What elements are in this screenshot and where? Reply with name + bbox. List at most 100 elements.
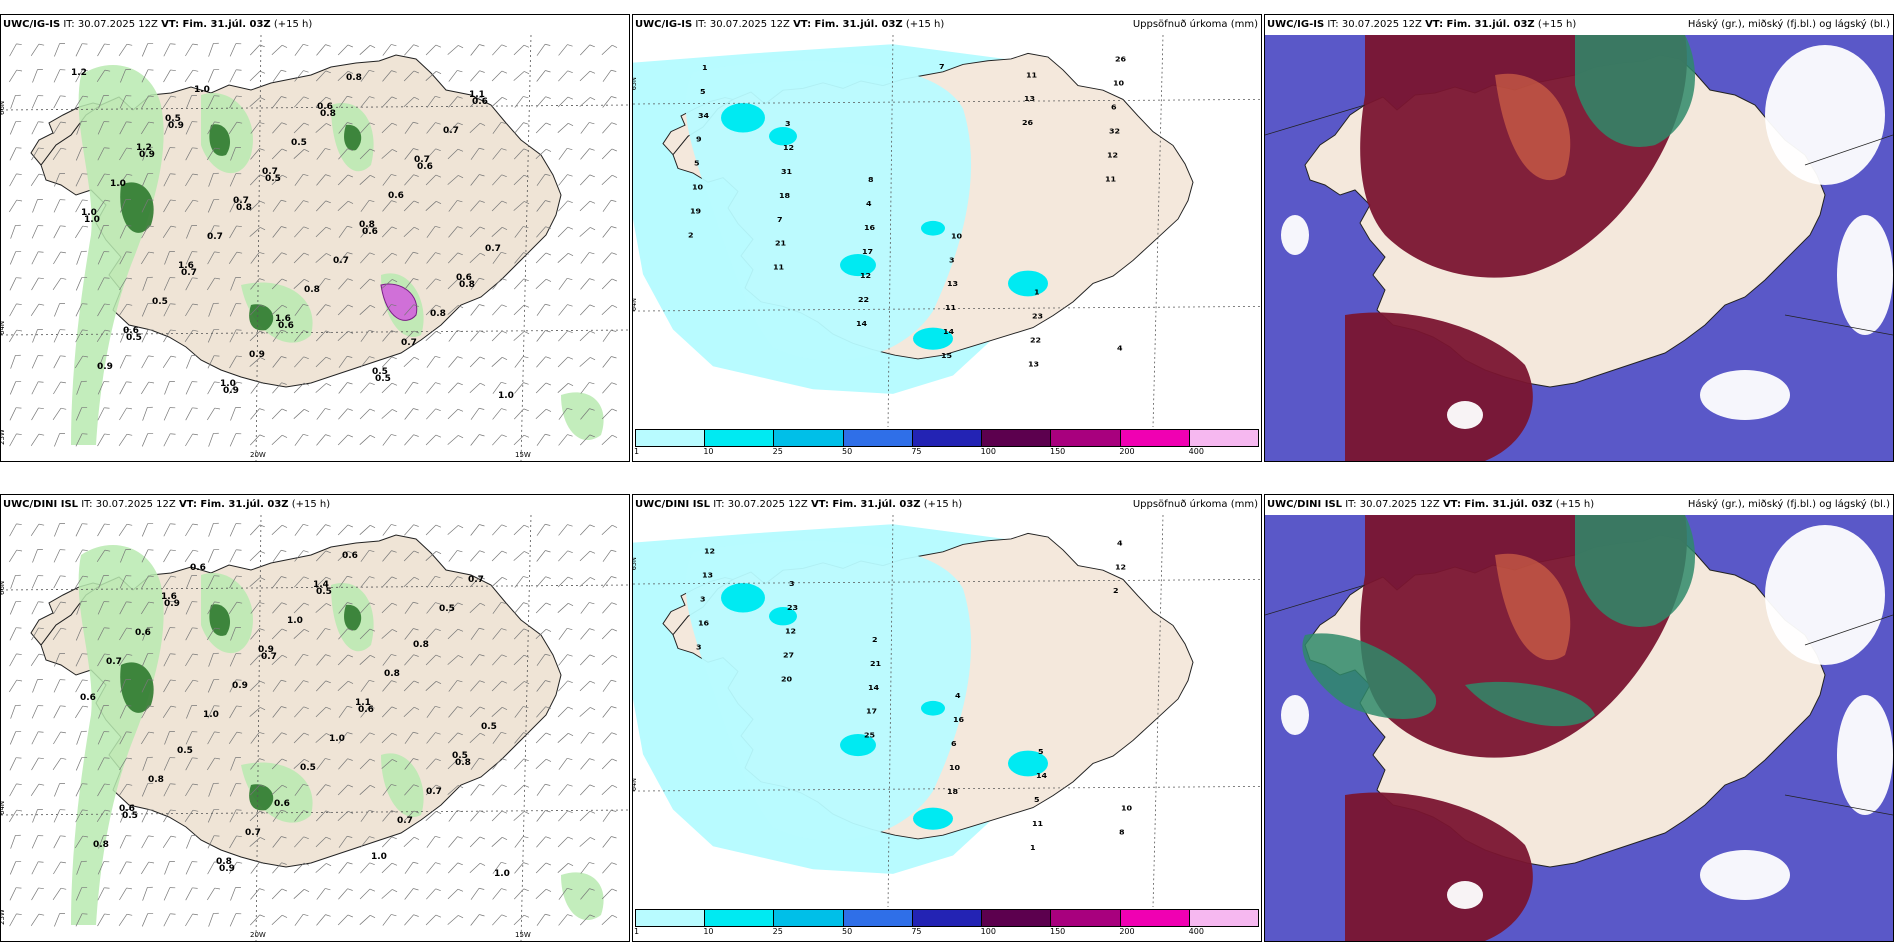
- wind-barb: [404, 628, 419, 640]
- wind-barb: [229, 433, 242, 447]
- wind-barb: [120, 69, 132, 83]
- wind-barb: [249, 524, 265, 536]
- wind-barb: [469, 576, 485, 588]
- wind-barb: [558, 330, 573, 342]
- wind-barb: [513, 628, 529, 640]
- wind-barb: [208, 522, 219, 537]
- wind-barb: [120, 329, 132, 343]
- wind-barb: [447, 655, 464, 665]
- valid-time: VT: Fim. 31.júl. 03Z: [793, 19, 903, 30]
- wind-barb: [249, 200, 266, 212]
- wind-barb: [602, 809, 617, 822]
- wind-barb: [492, 888, 507, 900]
- wind-barb: [207, 95, 220, 109]
- accum-value: 13: [702, 571, 713, 580]
- wind-barb: [97, 407, 110, 421]
- precip-value: 0.9: [249, 350, 265, 360]
- wind-barb: [558, 810, 573, 822]
- wind-barb: [53, 861, 66, 875]
- wind-barb: [53, 69, 66, 83]
- precip-value: 1.1: [355, 698, 371, 708]
- wind-barb: [448, 226, 463, 238]
- wind-barb: [470, 147, 485, 160]
- wind-barb: [382, 174, 397, 186]
- wind-barb: [469, 602, 486, 614]
- accum-value: 23: [787, 603, 798, 612]
- accum-value: 18: [779, 191, 790, 200]
- wind-barb: [120, 809, 132, 823]
- init-time-label: IT:: [1327, 19, 1339, 30]
- accum-value: 17: [862, 247, 873, 256]
- wind-barb: [338, 705, 353, 718]
- wind-barb: [96, 199, 111, 213]
- wind-barb: [206, 757, 221, 771]
- high-cloud-area: [1345, 792, 1533, 941]
- wind-barb: [118, 303, 133, 316]
- colorbar-cell: [1189, 430, 1258, 446]
- wind-barb: [338, 575, 353, 588]
- wind-barb: [9, 601, 22, 615]
- wind-barb: [294, 523, 309, 536]
- wind-barb: [425, 44, 442, 56]
- wind-barb: [293, 602, 310, 614]
- precip-value: 0.7: [397, 816, 413, 826]
- lead-time: (+15 h): [291, 499, 331, 510]
- accum-value: 26: [1022, 118, 1033, 127]
- panel-header: UWC/DINI ISL IT: 30.07.2025 12Z VT: Fim.…: [1265, 495, 1893, 515]
- wind-barb: [185, 433, 198, 447]
- precip-value: 0.6: [123, 326, 139, 336]
- wind-barb: [142, 146, 153, 161]
- precip-value: 0.9: [97, 362, 113, 372]
- wind-barb: [53, 679, 66, 693]
- wind-barb: [492, 654, 507, 666]
- wind-barb: [97, 147, 110, 161]
- precip-area: [241, 282, 313, 343]
- wind-barb: [360, 96, 375, 108]
- wind-barb: [294, 653, 309, 666]
- wind-barb: [207, 809, 220, 823]
- wind-barb: [32, 329, 43, 343]
- lat-label: 25W: [1, 909, 6, 925]
- wind-barb: [76, 600, 87, 615]
- wind-barb: [208, 782, 219, 797]
- wind-barb: [250, 758, 265, 770]
- wind-barb: [491, 707, 508, 717]
- wind-barb: [579, 44, 595, 56]
- wind-barb: [163, 783, 176, 797]
- wind-barb: [536, 680, 551, 692]
- model-name: UWC/DINI ISL: [1267, 499, 1343, 510]
- heavy-precip-area: [249, 784, 274, 811]
- init-time-label: IT:: [713, 499, 725, 510]
- wind-barb: [208, 432, 219, 447]
- wind-barb: [315, 123, 332, 133]
- wind-barb: [601, 278, 617, 290]
- wind-barb: [381, 706, 397, 718]
- wind-barb: [315, 810, 331, 822]
- precip-value: 0.7: [207, 232, 223, 242]
- precip-value: 1.0: [220, 379, 236, 389]
- wind-barb: [426, 575, 441, 588]
- wind-barb: [163, 69, 176, 83]
- wind-barb: [447, 732, 463, 744]
- wind-barb: [185, 147, 198, 161]
- wind-barb: [580, 122, 595, 134]
- wind-barb: [186, 95, 198, 109]
- wind-barb: [535, 122, 551, 134]
- init-time-value: 30.07.2025 12Z: [1341, 19, 1422, 30]
- heavy-precip-area: [249, 304, 274, 331]
- wind-barb: [557, 253, 574, 263]
- wind-barb: [96, 549, 111, 563]
- wind-barb: [359, 148, 376, 160]
- precip-max-spot: [840, 254, 876, 277]
- wind-barb: [293, 862, 310, 874]
- wind-barb: [163, 199, 176, 213]
- wind-barb: [580, 408, 595, 420]
- wind-barb: [249, 357, 266, 367]
- wind-barb: [315, 603, 332, 613]
- wind-barb: [120, 199, 132, 213]
- wind-barb: [249, 70, 266, 82]
- wind-barb: [9, 861, 22, 875]
- wind-barb: [141, 355, 154, 369]
- wind-barb: [470, 810, 485, 822]
- wind-barb: [293, 732, 310, 744]
